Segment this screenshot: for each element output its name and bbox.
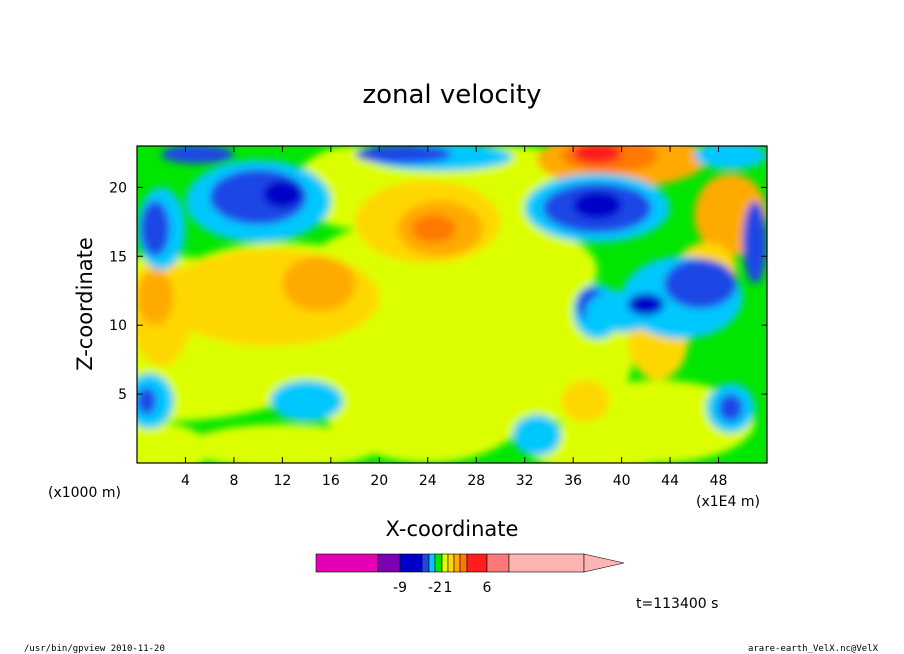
x-tick-label: 28 <box>467 473 485 489</box>
contour-region <box>318 325 537 463</box>
contour-region <box>140 201 170 257</box>
colorbar-swatch <box>428 553 436 573</box>
x-tick-label: 36 <box>564 473 582 489</box>
contour-region <box>185 424 380 463</box>
contour-region <box>270 380 343 422</box>
y-axis-title: Z-coordinate <box>73 237 97 371</box>
colorbar-swatch <box>399 553 423 573</box>
contour-region <box>137 270 174 326</box>
contour-region <box>694 146 767 170</box>
colorbar-swatch <box>377 553 401 573</box>
colorbar-tick-label: 6 <box>483 580 492 596</box>
contour-region <box>664 259 737 309</box>
velocity-field <box>137 146 767 463</box>
colorbar-extension-arrow <box>583 553 625 573</box>
x-tick-label: 16 <box>322 473 340 489</box>
footer-program-date: /usr/bin/gpview 2010-11-20 <box>24 644 165 654</box>
colorbar-swatch <box>459 553 468 573</box>
contour-region <box>573 146 622 164</box>
y-tick-label: 5 <box>118 387 127 403</box>
contour-region <box>355 146 452 164</box>
colorbar-tick-label: -2 <box>428 580 442 596</box>
colorbar-swatch <box>434 553 443 573</box>
x-axis: 4 8 12 16 20 24 28 32 36 40 44 48 <box>181 146 727 489</box>
plot-frame <box>136 145 768 464</box>
contour-region <box>573 191 622 220</box>
x-tick-label: 44 <box>661 473 679 489</box>
x-tick-label: 32 <box>516 473 534 489</box>
y-axis: 5 10 15 20 <box>109 180 767 403</box>
contour-region <box>718 394 743 422</box>
contour-region <box>263 180 302 209</box>
contour-region <box>412 214 456 243</box>
colorbar-swatch <box>466 553 488 573</box>
x-scale-note: (x1E4 m) <box>696 494 760 510</box>
y-tick-label: 10 <box>109 318 127 334</box>
colorbar-tick-label: 1 <box>444 580 453 596</box>
contour-region <box>561 380 610 422</box>
contour-region <box>161 146 234 164</box>
colorbar-swatch <box>508 553 585 573</box>
plot-area <box>136 145 768 464</box>
x-unit-label: (x1000 m) <box>48 485 121 501</box>
contour-region <box>627 293 665 316</box>
colorbar-swatch <box>447 553 455 573</box>
y-tick-label: 15 <box>109 249 127 265</box>
x-tick-label: 48 <box>710 473 728 489</box>
x-tick-label: 12 <box>273 473 291 489</box>
contour-region <box>512 414 562 457</box>
colorbar-swatch <box>453 553 461 573</box>
chart-title: zonal velocity <box>362 80 541 110</box>
x-tick-label: 4 <box>181 473 190 489</box>
colorbar-swatch <box>441 553 449 573</box>
x-axis-title: X-coordinate <box>386 517 519 541</box>
time-label: t=113400 s <box>636 596 718 612</box>
colorbar-swatch <box>315 553 379 573</box>
colorbar <box>315 553 625 573</box>
colorbar-tick-label: -9 <box>393 580 407 596</box>
colorbar-tick-labels: -9 -2 1 6 <box>393 580 492 596</box>
x-tick-label: 8 <box>229 473 238 489</box>
x-tick-label: 40 <box>613 473 631 489</box>
colorbar-swatch <box>486 553 510 573</box>
contour-region <box>282 256 356 312</box>
contour-region <box>137 387 157 415</box>
footer-dataset: arare-earth_VelX.nc@VelX <box>748 644 879 654</box>
y-tick-label: 20 <box>109 180 127 196</box>
x-tick-label: 20 <box>370 473 388 489</box>
contour-region <box>524 421 671 463</box>
colorbar-swatch <box>421 553 430 573</box>
contour-region <box>742 201 767 284</box>
x-tick-label: 24 <box>419 473 437 489</box>
